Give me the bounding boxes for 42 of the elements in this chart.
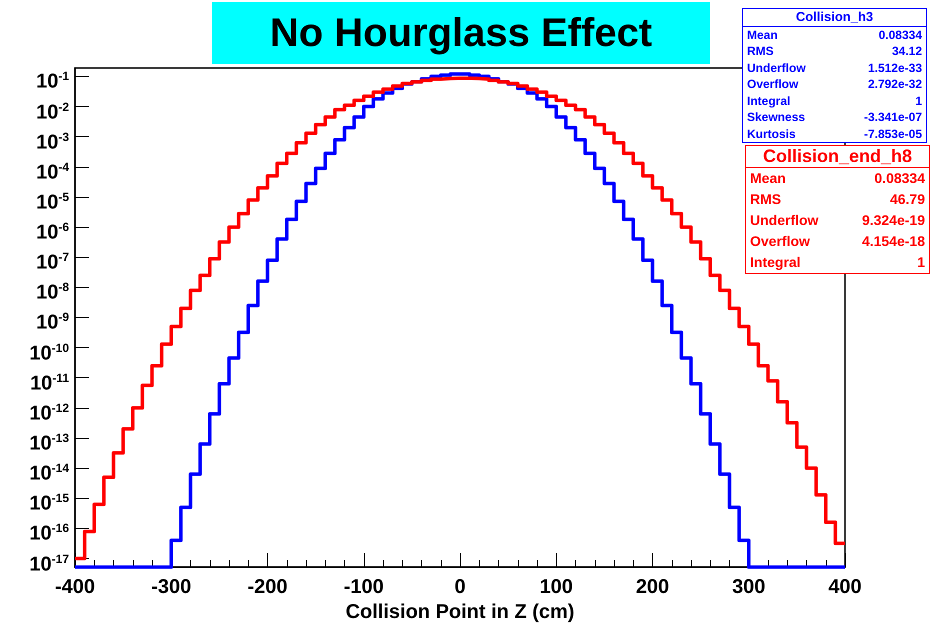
text: Mean 0.08334 — [750, 170, 925, 186]
text: Kurtosis -7.853e-05 — [747, 126, 922, 140]
y-tick-label: 10$^{-11}$ — [30, 370, 69, 394]
y-tick-label: 10$^{-1}$ — [36, 68, 69, 94]
y-tick-label: 10$^{-13}$ — [29, 430, 69, 455]
y-tick-label: 10$^{-10}$ — [29, 340, 69, 364]
text: Integral 1 — [750, 254, 925, 270]
text: Underflow 9.324e-19 — [750, 212, 925, 228]
y-tick-label: 10$^{-17}$ — [29, 550, 69, 576]
text: Skewness -3.341e-07 — [747, 110, 922, 124]
y-tick-label: 10$^{-14}$ — [29, 460, 69, 485]
y-tick-label: 10$^{-4}$ — [36, 158, 69, 184]
x-tick-label: 200 — [636, 576, 670, 598]
text: RMS 34.12 — [747, 44, 922, 58]
x-tick-label: -400 — [54, 576, 96, 598]
y-tick-label: 10$^{-7}$ — [36, 249, 69, 274]
text: Underflow 1.512e-33 — [747, 60, 922, 74]
y-tick-label: 10$^{-16}$ — [29, 520, 69, 546]
chart-title: No Hourglass Effect — [212, 2, 710, 64]
x-tick-label: 400 — [828, 576, 862, 598]
text: Collision_h3 — [743, 9, 926, 26]
y-tick-label: 10$^{-9}$ — [36, 309, 69, 334]
text: Collision_end_h8 — [746, 146, 929, 168]
x-tick-label: -300 — [151, 576, 192, 598]
text: Integral 1 — [747, 94, 922, 108]
x-tick-label: -200 — [247, 576, 288, 598]
y-tick-label: 10$^{-8}$ — [36, 279, 69, 304]
x-tick-label: 300 — [732, 576, 766, 598]
y-tick-label: 10$^{-3}$ — [36, 128, 69, 154]
x-axis-title: Collision Point in Z (cm) — [346, 601, 574, 623]
text: Mean 0.08334 — [747, 28, 922, 42]
text: Overflow 4.154e-18 — [750, 233, 925, 249]
y-tick-label: 10$^{-6}$ — [36, 219, 69, 244]
y-tick-label: 10$^{-15}$ — [29, 490, 69, 515]
y-tick-label: 10$^{-5}$ — [36, 188, 69, 214]
x-tick-label: -100 — [344, 576, 384, 598]
text: Overflow 2.792e-32 — [747, 77, 922, 91]
x-tick-label: 100 — [540, 576, 573, 598]
y-tick-label: 10$^{-12}$ — [29, 400, 69, 425]
x-tick-label: 0 — [454, 576, 466, 598]
y-tick-label: 10$^{-2}$ — [36, 98, 69, 124]
text: RMS 46.79 — [750, 191, 925, 207]
